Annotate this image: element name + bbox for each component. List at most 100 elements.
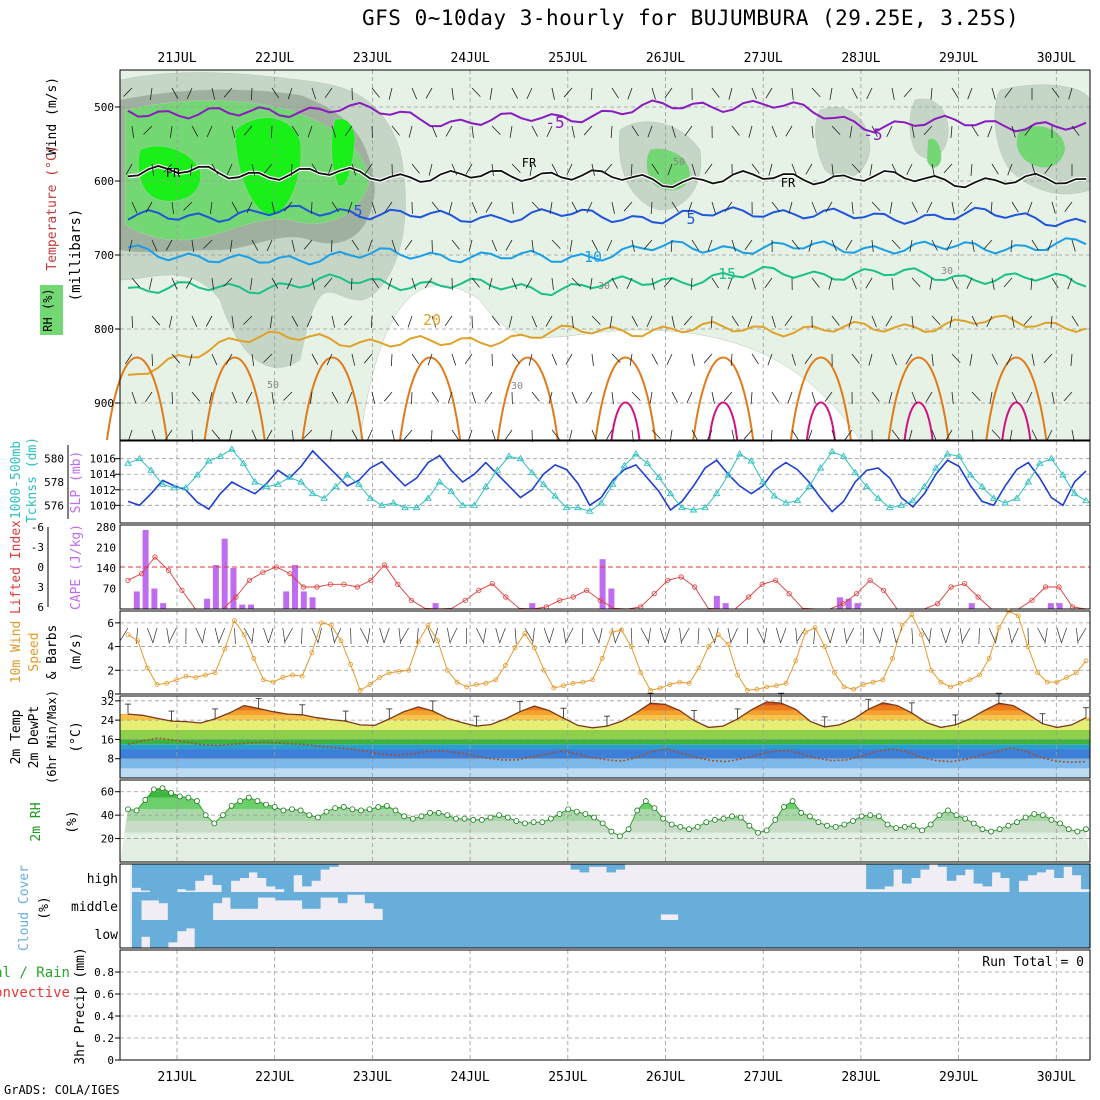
cloud-bar-middle	[848, 892, 858, 920]
date-tick-bottom: 29JUL	[939, 1070, 978, 1085]
wind-barb	[367, 627, 371, 644]
thickness-tick-label: 576	[44, 499, 64, 512]
wind-barb	[991, 87, 996, 100]
wind-barb	[491, 125, 501, 135]
isotherm-25	[496, 356, 559, 441]
rh-marker	[401, 813, 408, 820]
cloud-bar-high	[239, 864, 249, 878]
wind-barb	[326, 353, 333, 366]
wind-barb	[751, 277, 756, 290]
rh-marker	[625, 826, 632, 833]
cloud-bar-low	[1036, 920, 1046, 948]
lifted-marker	[854, 591, 860, 597]
wind-marker	[532, 645, 537, 651]
wind-marker	[570, 680, 576, 686]
thickness-marker	[482, 482, 490, 490]
wind-barb	[425, 87, 433, 99]
rh-axis-label-line1: 2m RH	[29, 802, 44, 841]
wind-barb	[566, 163, 573, 176]
wind-barb	[945, 627, 951, 644]
wind-barb	[171, 201, 175, 214]
date-tick-top: 27JUL	[744, 51, 783, 66]
wind-marker	[677, 679, 682, 685]
cloud-bar-middle	[364, 892, 375, 904]
wind-barb	[209, 201, 213, 214]
lifted-marker	[152, 554, 158, 560]
cloud-bar-low	[588, 920, 599, 948]
isotherm-30	[903, 401, 934, 441]
wind-barb	[851, 87, 858, 99]
thickness-marker	[666, 489, 675, 497]
rh-marker	[1031, 811, 1038, 817]
cloud-bar-middle	[660, 892, 670, 915]
wind-barb	[225, 353, 233, 365]
wind-barb	[471, 201, 478, 214]
wind-barb	[1046, 429, 1053, 441]
rh-marker	[850, 818, 856, 824]
rh-marker	[815, 819, 822, 826]
wind-barb	[214, 627, 220, 644]
thickness-marker	[920, 482, 929, 490]
wind-marker	[338, 638, 344, 644]
cloud-bar-high	[1063, 864, 1073, 867]
cloud-bar-middle	[570, 892, 581, 920]
cloud-bar-high	[158, 864, 169, 892]
wind-barb	[448, 201, 453, 214]
rh-marker	[453, 815, 459, 822]
thickness-marker	[274, 480, 282, 487]
cloud-bar-high	[1009, 864, 1019, 892]
cloud-bar-low	[176, 920, 187, 932]
lifted-marker	[327, 581, 333, 587]
rh-marker	[798, 809, 805, 816]
rh-shading	[815, 107, 871, 179]
wind-barb	[291, 315, 299, 327]
thickness-marker	[539, 480, 548, 487]
wind-barb	[189, 163, 193, 176]
thickness-marker	[1036, 459, 1044, 466]
wind-barb	[929, 277, 933, 290]
wind-barb	[851, 353, 860, 364]
wind-barb	[611, 353, 621, 363]
wind-barb	[1061, 627, 1067, 643]
cloud-bar-middle	[140, 892, 151, 901]
wind-barb	[163, 163, 173, 173]
cloud-bar-high	[1054, 864, 1064, 878]
cloud-bar-middle	[499, 892, 509, 920]
wind-barb	[569, 239, 573, 252]
wind-barb	[590, 87, 593, 100]
cloud-bar-high	[964, 864, 975, 870]
cape-bar	[142, 529, 149, 609]
wind-barb	[467, 429, 473, 442]
cloud-bar-low	[355, 920, 366, 948]
cloud-bar-middle	[597, 892, 608, 920]
thickness-marker	[747, 457, 756, 464]
wind-marker	[290, 672, 295, 678]
wind-barb	[886, 125, 893, 137]
wind-marker	[619, 627, 624, 633]
thickness-marker	[181, 483, 190, 491]
rh-marker	[565, 806, 572, 813]
cloud-bar-high	[875, 864, 885, 890]
wind-barb	[205, 315, 213, 327]
wind-barb	[905, 353, 913, 365]
cloud-bar-high	[919, 864, 930, 870]
wind-barb	[168, 315, 173, 328]
wind-barb	[551, 87, 555, 100]
wind-tick-label: 4	[107, 641, 114, 654]
cape-bar	[529, 603, 536, 609]
cloud-bar-middle	[1018, 892, 1028, 920]
thickness-marker	[158, 480, 167, 487]
thickness-marker	[285, 473, 294, 480]
thickness-marker	[724, 471, 732, 478]
wind-barb	[930, 87, 933, 100]
cloud-bar-low	[1081, 920, 1091, 948]
cloud-bar-low	[230, 920, 241, 948]
wind-barb	[551, 239, 561, 249]
cloud-bar-low	[481, 920, 491, 948]
rh-marker	[910, 822, 917, 829]
cloud-bar-low	[561, 920, 572, 948]
wind-barb	[301, 627, 303, 644]
cloud-bar-low	[731, 920, 742, 948]
isotherm-30	[1001, 401, 1032, 441]
wind-marker	[522, 631, 528, 636]
